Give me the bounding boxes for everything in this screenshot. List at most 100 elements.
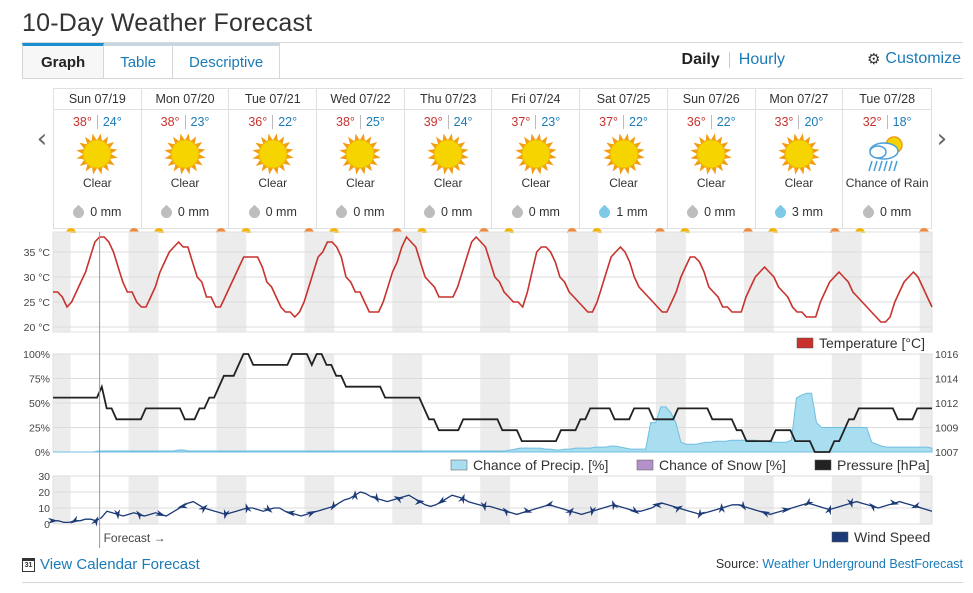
precip-amount: 0 mm: [54, 204, 141, 220]
night-band: [316, 354, 335, 452]
night-band: [668, 232, 686, 332]
night-band: [404, 476, 423, 524]
night-band: [743, 476, 757, 524]
chevron-right-icon[interactable]: ›: [936, 124, 948, 154]
day-date: Mon 07/27: [755, 89, 843, 110]
wind-direction-arrow: [285, 510, 296, 517]
temp-separator: [447, 115, 449, 129]
day-temps: 38° 23°: [142, 115, 229, 129]
wind-direction-arrow: [651, 502, 663, 509]
precip-tick-label: 100%: [23, 349, 50, 361]
high-temp: 32°: [862, 115, 882, 129]
wind-direction-arrow: [697, 508, 706, 519]
tab-graph[interactable]: Graph: [22, 43, 105, 79]
precip-tick-label: 50%: [29, 398, 50, 410]
tab-table[interactable]: Table: [104, 43, 174, 79]
high-temp: 37°: [511, 115, 531, 129]
hourly-button[interactable]: Hourly: [738, 51, 785, 68]
wind-direction-arrow: [869, 502, 879, 513]
source-link[interactable]: Weather Underground BestForecast: [762, 557, 963, 571]
raindrop-icon: [246, 204, 262, 220]
wind-direction-arrow: [223, 508, 230, 520]
low-temp: 22°: [716, 115, 736, 129]
wind-direction-arrow: [480, 500, 487, 512]
night-band: [53, 354, 71, 452]
condition-label: Clear: [346, 176, 375, 190]
precip-amount: 0 mm: [317, 204, 404, 220]
night-band: [844, 354, 862, 452]
day-column[interactable]: Thu 07/23 39° 24° Clear 0 mm: [404, 89, 493, 233]
day-column[interactable]: Fri 07/24 37° 23° Clear 0 mm: [492, 89, 581, 233]
day-column[interactable]: Sun 07/19 38° 24° Clear 0 mm: [54, 89, 142, 233]
sun-icon: [54, 131, 141, 177]
sun-icon: [580, 131, 667, 177]
sun-icon: [317, 131, 404, 177]
night-band: [228, 232, 247, 332]
high-temp: 38°: [72, 115, 92, 129]
precip-value: 0 mm: [704, 205, 736, 219]
gear-icon: ⚙: [866, 51, 881, 68]
wind-direction-arrow: [458, 493, 465, 505]
temperature-legend-swatch: [796, 337, 814, 349]
night-band: [756, 354, 774, 452]
night-band: [216, 354, 229, 452]
wind-direction-arrow: [611, 500, 619, 511]
condition-label: Chance of Rain: [845, 176, 929, 190]
chevron-left-icon[interactable]: ‹: [36, 124, 48, 154]
night-band: [228, 354, 247, 452]
night-band: [756, 232, 774, 332]
wind-direction-arrow: [521, 506, 533, 513]
day-column[interactable]: Sat 07/25 37° 22° Clear 1 mm: [580, 89, 668, 233]
tab-descriptive[interactable]: Descriptive: [173, 43, 281, 79]
day-column[interactable]: Mon 07/20 38° 23° Clear 0 mm: [141, 89, 230, 233]
sunset-icon: [128, 228, 139, 233]
precip-amount: 1 mm: [580, 204, 667, 220]
day-column[interactable]: Sun 07/26 36° 22° Clear 0 mm: [667, 89, 756, 233]
view-calendar-link[interactable]: 31 View Calendar Forecast: [22, 556, 200, 573]
precip-value: 0 mm: [441, 205, 473, 219]
customize-label: Customize: [885, 50, 961, 67]
sunrise-icon: [504, 228, 515, 233]
high-temp: 39°: [423, 115, 443, 129]
wind-direction-arrow: [718, 503, 725, 514]
high-temp: 33°: [774, 115, 794, 129]
rain-cloud-sun-icon: [843, 131, 931, 177]
sun-icon: [756, 131, 843, 177]
wind-direction-arrow: [544, 500, 555, 507]
condition-label: Clear: [433, 176, 463, 190]
temperature-line: [53, 235, 933, 323]
customize-button[interactable]: ⚙ Customize: [867, 50, 961, 68]
sunset-icon: [567, 228, 578, 233]
night-band: [492, 232, 511, 332]
high-temp: 38°: [336, 115, 355, 129]
sun-icon: [492, 131, 579, 177]
condition-label: Clear: [609, 176, 638, 190]
calendar-link-label: View Calendar Forecast: [40, 556, 200, 573]
day-column[interactable]: Tue 07/28 32° 18° Chance of Rain 0 mm: [843, 89, 931, 233]
day-date: Sun 07/26: [667, 89, 755, 110]
wind-line: [53, 491, 933, 524]
night-band: [304, 476, 317, 524]
day-column[interactable]: Mon 07/27 33° 20° Clear 3 mm: [755, 89, 844, 233]
sunrise-icon: [416, 228, 427, 233]
day-column[interactable]: Wed 07/22 38° 25° Clear 0 mm: [317, 89, 405, 233]
wind-direction-arrow: [330, 500, 339, 511]
day-temps: 37° 23°: [492, 115, 579, 129]
daily-button[interactable]: Daily: [681, 51, 720, 68]
night-band: [128, 476, 141, 524]
night-band: [655, 476, 669, 524]
precip-tick-label: 25%: [29, 423, 50, 435]
precip-amount: 0 mm: [668, 204, 755, 220]
temp-tick-label: 25 °C: [24, 297, 51, 309]
day-column[interactable]: Tue 07/21 36° 22° Clear 0 mm: [229, 89, 318, 233]
precip-amount: 0 mm: [142, 204, 229, 220]
temp-separator: [96, 115, 98, 129]
precip-area: [53, 392, 933, 453]
precip-amount: 0 mm: [405, 204, 492, 220]
condition-label: Clear: [83, 176, 112, 190]
night-band: [128, 232, 141, 332]
sunset-icon: [479, 228, 490, 233]
raindrop-icon: [158, 204, 175, 220]
night-band: [316, 476, 335, 524]
precip-amount: 0 mm: [843, 204, 931, 220]
